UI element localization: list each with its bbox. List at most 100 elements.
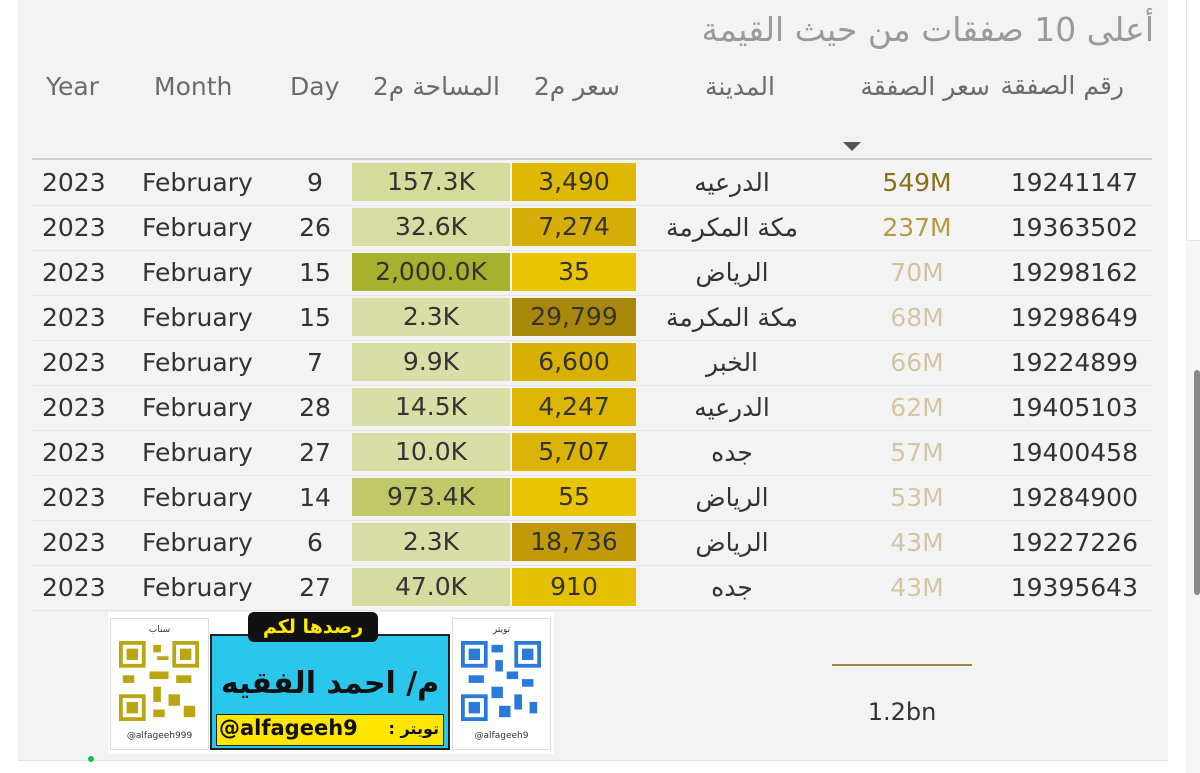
cell-area: 2.3K	[352, 298, 510, 336]
cell-deal-price: 549M	[882, 168, 952, 197]
cell-city: الرياض	[695, 258, 769, 287]
column-header-deal-id[interactable]: رقم الصفقة	[1000, 71, 1124, 100]
cell-year: 2023	[42, 438, 106, 467]
cell-month: February	[142, 303, 253, 332]
cell-city: جده	[711, 573, 753, 602]
cell-area: 14.5K	[352, 388, 510, 426]
cell-city: الرياض	[695, 483, 769, 512]
table-row[interactable]: 2023 February 7 9.9K 6,600 الخبر 66M 19224899	[32, 340, 1152, 386]
twitter-qr-card: تويتر @alfageeh9	[452, 618, 551, 750]
twitter-qr-handle: @alfageeh9	[474, 731, 529, 741]
cell-deal-id: 19227226	[1010, 528, 1138, 557]
cell-year: 2023	[42, 483, 106, 512]
cell-area: 47.0K	[352, 568, 510, 606]
cell-month: February	[142, 168, 253, 197]
cell-year: 2023	[42, 393, 106, 422]
cell-month: February	[142, 348, 253, 377]
snap-handle: @alfageeh999	[126, 731, 193, 741]
cell-deal-price: 68M	[890, 303, 944, 332]
author-card: م/ احمد الفقيه @alfageeh9 تويتر :	[210, 634, 450, 750]
cell-deal-price: 43M	[890, 573, 944, 602]
promo-banner: سناب @alfageeh999 م/ احمد الفقيه @alfage…	[108, 612, 554, 754]
cell-price-m2: 5,707	[512, 433, 636, 471]
table-row[interactable]: 2023 February 14 973.4K 55 الرياض 53M 19284900	[32, 475, 1152, 521]
cell-deal-id: 19241147	[1010, 168, 1138, 197]
cell-city: الدرعيه	[694, 168, 770, 197]
cell-day: 26	[299, 213, 331, 242]
cell-area: 2,000.0K	[352, 253, 510, 291]
snap-caption: سناب	[148, 625, 171, 635]
cell-day: 28	[299, 393, 331, 422]
cell-year: 2023	[42, 573, 106, 602]
cell-deal-id: 19298649	[1010, 303, 1138, 332]
cell-day: 27	[299, 573, 331, 602]
cell-area: 157.3K	[352, 163, 510, 201]
cell-area: 32.6K	[352, 208, 510, 246]
column-header-year[interactable]: Year	[46, 72, 99, 101]
cell-month: February	[142, 393, 253, 422]
twitter-label: تويتر :	[388, 719, 440, 738]
column-header-month[interactable]: Month	[154, 72, 233, 101]
cell-deal-id: 19395643	[1010, 573, 1138, 602]
cell-day: 27	[299, 438, 331, 467]
cell-city: الرياض	[695, 528, 769, 557]
column-header-area[interactable]: المساحة م2	[372, 72, 500, 101]
cell-deal-price: 66M	[890, 348, 944, 377]
table-row[interactable]: 2023 February 27 10.0K 5,707 جده 57M 19400458	[32, 430, 1152, 476]
table-row[interactable]: 2023 February 15 2.3K 29,799 مكة المكرمة 68M 19…	[32, 295, 1152, 341]
cell-month: February	[142, 483, 253, 512]
cell-deal-price: 70M	[890, 258, 944, 287]
table-row[interactable]: 2023 February 6 2.3K 18,736 الرياض 43M 19227226	[32, 520, 1152, 566]
cell-price-m2: 18,736	[512, 523, 636, 561]
vertical-scrollbar[interactable]	[1194, 370, 1200, 595]
table-row[interactable]: 2023 February 27 47.0K 910 جده 43M 19395643	[32, 565, 1152, 611]
cell-year: 2023	[42, 303, 106, 332]
column-header-deal-price[interactable]: سعر الصفقة	[860, 72, 990, 101]
snap-qr-code-icon	[119, 641, 199, 721]
cell-month: February	[142, 438, 253, 467]
status-dot-icon	[88, 756, 94, 762]
cell-day: 9	[307, 168, 323, 197]
cell-price-m2: 55	[512, 478, 636, 516]
column-header-city[interactable]: المدينة	[704, 72, 775, 101]
cell-deal-id: 19298162	[1010, 258, 1138, 287]
table-row[interactable]: 2023 February 26 32.6K 7,274 مكة المكرمة 237M 1…	[32, 205, 1152, 251]
cell-price-m2: 3,490	[512, 163, 636, 201]
cell-month: February	[142, 573, 253, 602]
column-header-day[interactable]: Day	[290, 72, 340, 101]
cell-area: 9.9K	[352, 343, 510, 381]
sort-descending-icon[interactable]	[843, 142, 861, 151]
cell-month: February	[142, 528, 253, 557]
cell-year: 2023	[42, 258, 106, 287]
cell-price-m2: 29,799	[512, 298, 636, 336]
adjacent-visual	[1186, 0, 1200, 241]
left-margin	[0, 0, 18, 773]
cell-area: 2.3K	[352, 523, 510, 561]
cell-year: 2023	[42, 213, 106, 242]
header-divider	[32, 158, 1152, 160]
table-row[interactable]: 2023 February 15 2,000.0K 35 الرياض 70M 1929816…	[32, 250, 1152, 296]
cell-city: جده	[711, 438, 753, 467]
column-header-price-m2[interactable]: سعر م2	[533, 72, 620, 101]
cell-city: الدرعيه	[694, 393, 770, 422]
cell-year: 2023	[42, 348, 106, 377]
cell-price-m2: 4,247	[512, 388, 636, 426]
twitter-qr-code-icon	[461, 641, 541, 721]
cell-deal-id: 19363502	[1010, 213, 1138, 242]
snap-qr-card: سناب @alfageeh999	[110, 618, 209, 750]
table-row[interactable]: 2023 February 9 157.3K 3,490 الدرعيه 549M 19241…	[32, 160, 1152, 206]
cell-year: 2023	[42, 168, 106, 197]
table-row[interactable]: 2023 February 28 14.5K 4,247 الدرعيه 62M 194051…	[32, 385, 1152, 431]
cell-month: February	[142, 213, 253, 242]
twitter-handle-bar: @alfageeh9 تويتر :	[216, 714, 444, 746]
tagline-pill: رصدها لكم	[248, 612, 378, 642]
cell-deal-id: 19284900	[1010, 483, 1138, 512]
cell-city: الخبر	[705, 348, 759, 377]
cell-month: February	[142, 258, 253, 287]
cell-day: 15	[299, 303, 331, 332]
cell-year: 2023	[42, 528, 106, 557]
cell-price-m2: 35	[512, 253, 636, 291]
cell-price-m2: 910	[512, 568, 636, 606]
cell-city: مكة المكرمة	[666, 303, 798, 332]
cell-deal-price: 57M	[890, 438, 944, 467]
